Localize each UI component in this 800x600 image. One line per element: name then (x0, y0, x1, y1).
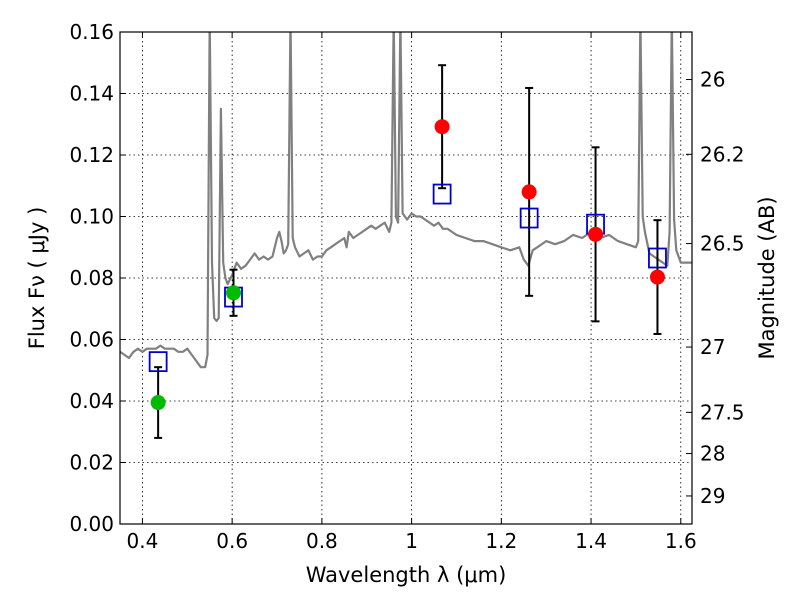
x-tick-label: 0.8 (306, 529, 338, 553)
x-tick-label: 0.4 (127, 529, 159, 553)
observed-point (588, 226, 604, 242)
model-point (432, 183, 452, 205)
y-tick-label: 0.06 (69, 328, 114, 352)
y-tick-label: 0.10 (69, 205, 114, 229)
y2-tick-label: 26.5 (700, 232, 745, 256)
y-axis-label: Flux Fν ( μJy ) (25, 207, 49, 350)
observed-point (150, 395, 166, 411)
y2-tick-label: 27 (700, 335, 725, 359)
observed-point (521, 184, 537, 200)
observed-point (226, 285, 242, 301)
x-tick-label: 1 (405, 529, 418, 553)
plot-area (120, 32, 692, 439)
x-tick-label: 1.2 (485, 529, 517, 553)
plot-frame (119, 31, 693, 525)
y2-axis-label: Magnitude (AB) (755, 196, 779, 359)
y-tick-label: 0.00 (69, 512, 114, 536)
y-tick-label: 0.12 (69, 143, 114, 167)
y-tick-label: 0.02 (69, 451, 114, 475)
y2-tick-label: 26.2 (700, 142, 745, 166)
y2-tick-label: 27.5 (700, 400, 745, 424)
observed-point (434, 119, 450, 135)
y-tick-label: 0.04 (69, 389, 114, 413)
observed-point (649, 269, 665, 285)
y-tick-label: 0.14 (69, 82, 114, 106)
tick-labels: 0.4 0.6 0.8 1 1.2 1.4 1.6 0.00 0.02 0.04 0.06 0.08 0… (69, 20, 744, 553)
y2-tick-label: 26 (700, 68, 725, 92)
y2-tick-label: 29 (700, 484, 725, 508)
grid (120, 31, 692, 525)
y2-tick-label: 28 (700, 442, 725, 466)
model-point (148, 351, 168, 373)
x-tick-label: 1.6 (665, 529, 697, 553)
data-points (148, 119, 667, 411)
model-point (648, 247, 667, 269)
x-tick-label: 0.6 (216, 529, 248, 553)
x-tick-label: 1.4 (575, 529, 607, 553)
x-axis-label: Wavelength λ (μm) (306, 563, 507, 587)
model-point (519, 207, 539, 229)
y-tick-label: 0.08 (69, 266, 114, 290)
y-tick-label: 0.16 (69, 20, 114, 44)
